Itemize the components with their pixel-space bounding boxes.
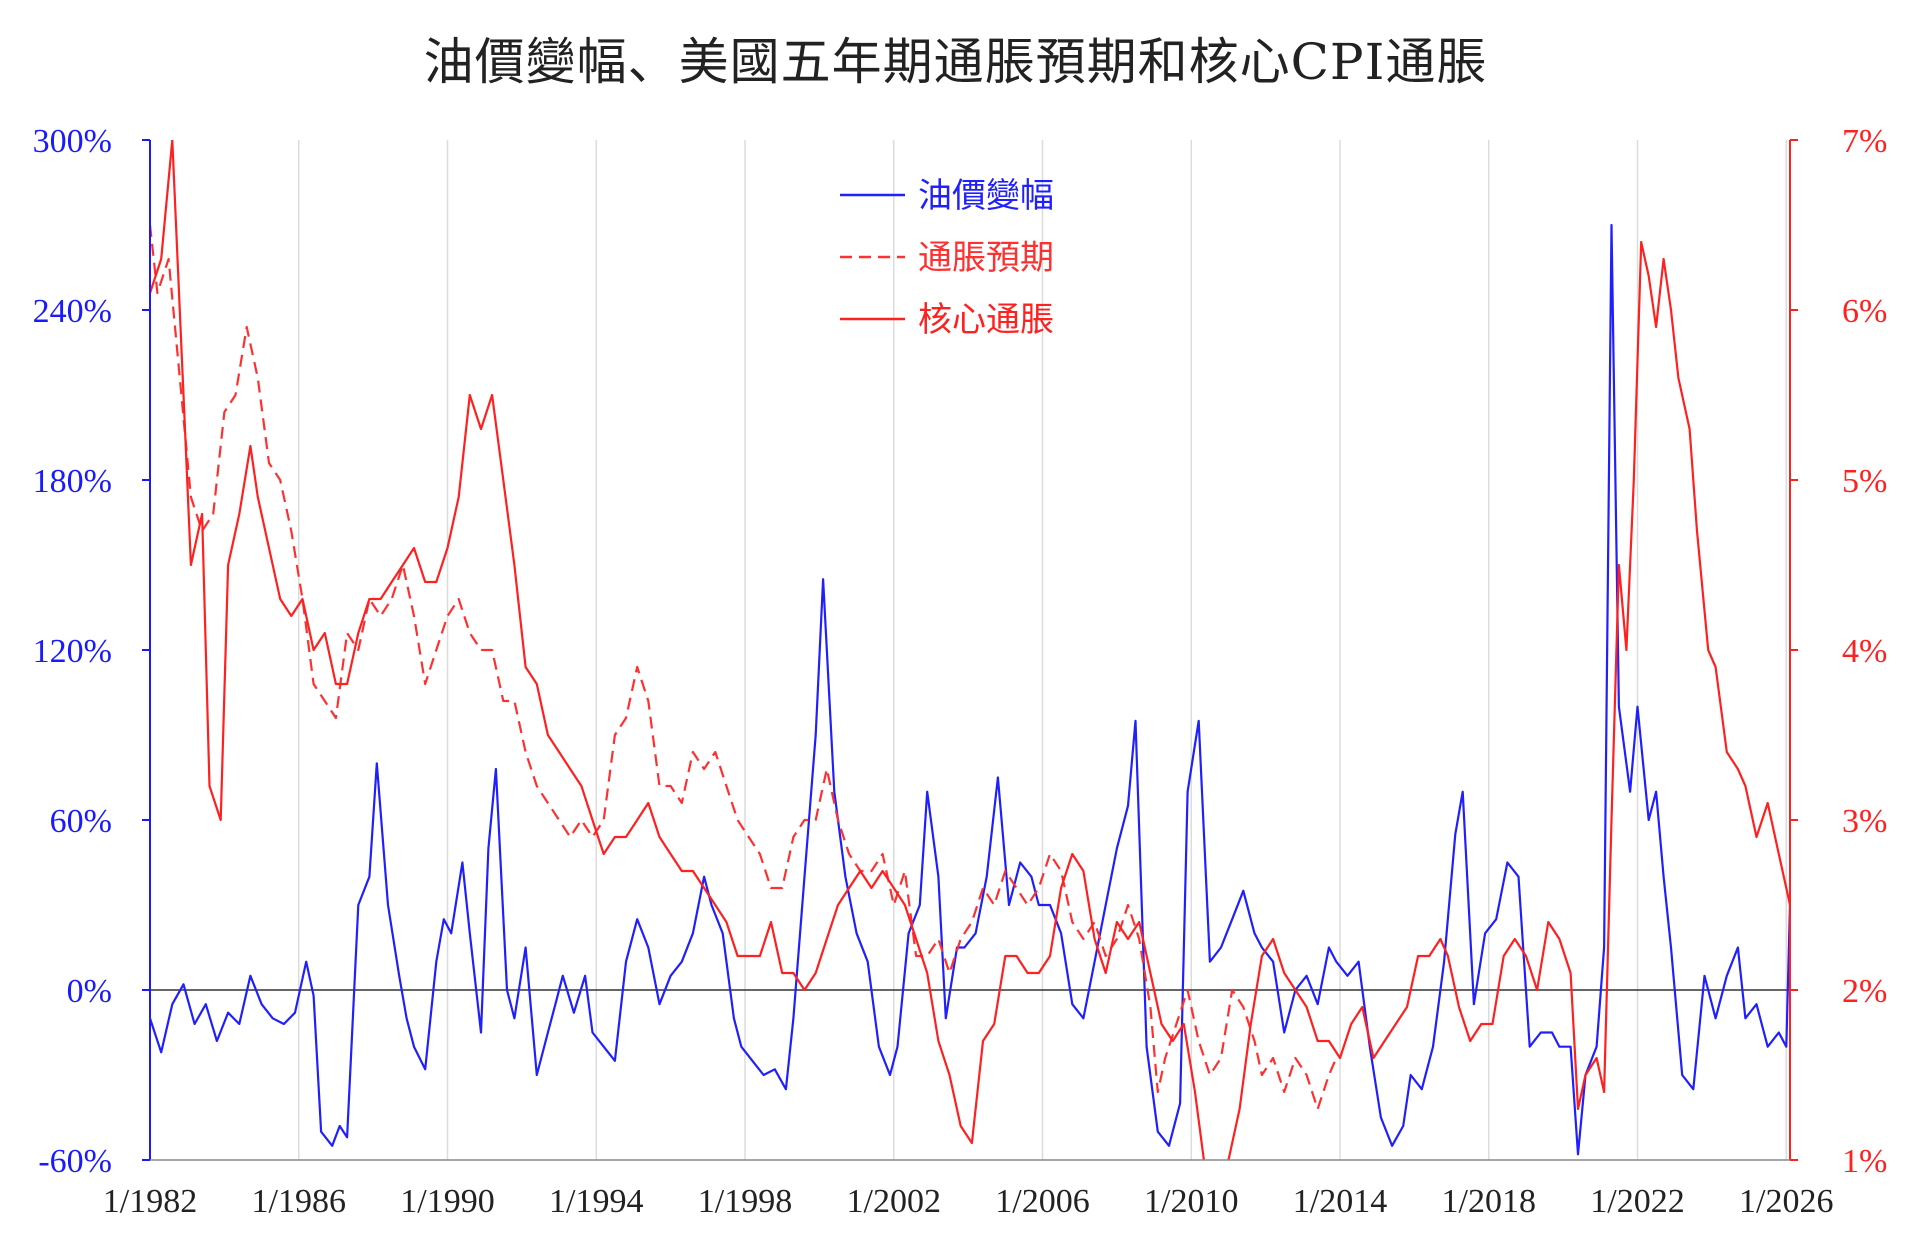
legend-label: 核心通脹: [918, 301, 1054, 339]
x-tick-label: 1/2026: [1739, 1183, 1833, 1220]
left-tick-label: 120%: [33, 633, 112, 670]
chart-title: 油價變幅、美國五年期通脹預期和核心CPI通脹: [423, 33, 1488, 91]
series-line-3: [150, 140, 1790, 1160]
left-tick-label: 60%: [50, 803, 112, 840]
x-tick-label: 1/2002: [847, 1183, 941, 1220]
x-tick-label: 1/1986: [252, 1183, 346, 1220]
x-tick-label: 1/2014: [1293, 1183, 1387, 1220]
grid: [149, 140, 1790, 1160]
right-tick-label: 5%: [1842, 463, 1887, 500]
series-line-1: [150, 223, 1790, 1156]
right-tick-label: 7%: [1842, 123, 1887, 160]
axes: 1/1982 1/1986 1/1990 1/1994 1/1998 1/2002 1/20…: [33, 123, 1888, 1220]
left-tick-label: 0%: [67, 973, 112, 1010]
x-tick-label: 1/1982: [103, 1183, 197, 1220]
x-tick-label: 1/2010: [1144, 1183, 1238, 1220]
right-tick-label: 1%: [1842, 1143, 1887, 1180]
x-tick-label: 1/2022: [1590, 1183, 1684, 1220]
left-tick-label: 240%: [33, 293, 112, 330]
right-tick-label: 4%: [1842, 633, 1887, 670]
series-line-2: [150, 224, 1338, 1111]
x-tick-label: 1/2006: [995, 1183, 1089, 1220]
legend-label: 通脹預期: [918, 240, 1054, 277]
left-tick-label: 300%: [33, 123, 112, 160]
left-tick-label: 180%: [33, 463, 112, 500]
left-tick-label: -60%: [38, 1143, 112, 1180]
right-tick-label: 3%: [1842, 803, 1887, 840]
series-layer: [150, 140, 1790, 1160]
x-tick-label: 1/1994: [549, 1183, 643, 1220]
right-tick-label: 6%: [1842, 293, 1887, 330]
legend-label: 油價變幅: [918, 177, 1054, 215]
x-tick-label: 1/1990: [400, 1183, 494, 1220]
right-tick-label: 2%: [1842, 973, 1887, 1010]
x-tick-label: 1/2018: [1442, 1183, 1536, 1220]
x-tick-label: 1/1998: [698, 1183, 792, 1220]
